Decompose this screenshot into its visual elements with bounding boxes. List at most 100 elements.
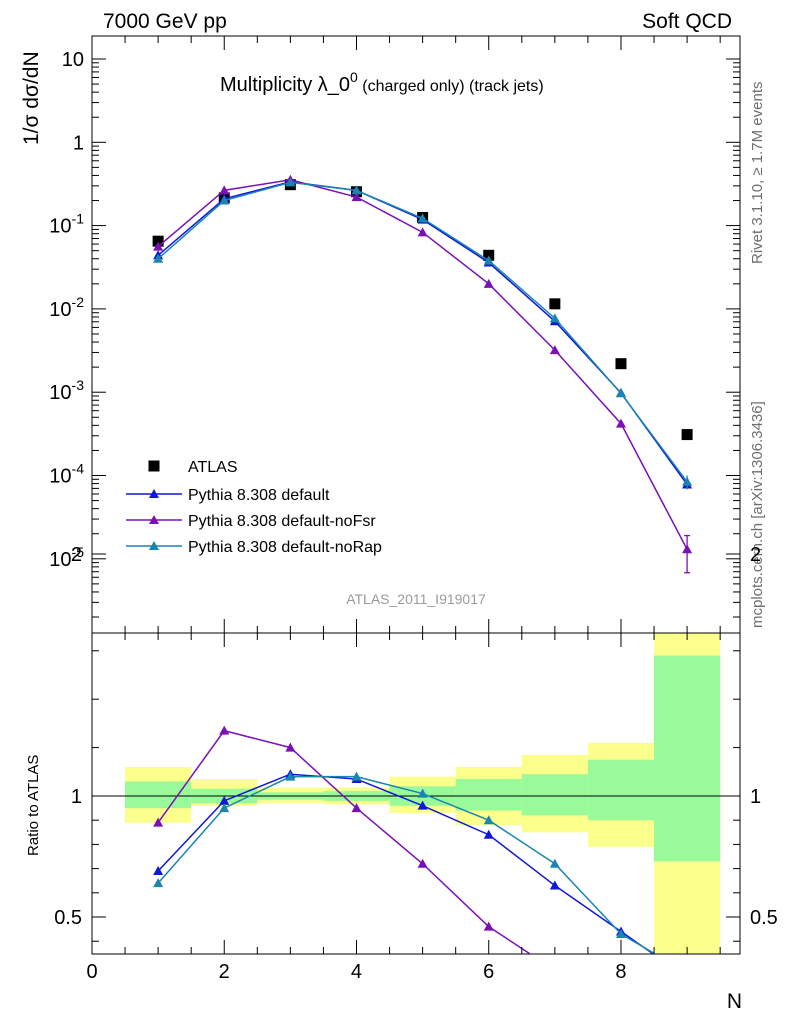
legend-marker-pythia-8-308-default [149,489,159,498]
y-tick-label: 10-4 [49,461,84,488]
pythia-8-308-default-norap-ratio-point [219,803,230,813]
inner-band [521,774,588,816]
inner-band [587,759,655,821]
legend-label-atlas: ATLAS [188,459,238,476]
legend: ATLAS Pythia 8.308 default Pythia 8.308 de… [126,459,382,556]
pythia-8-308-default-nofsr-point [219,185,230,195]
ratio-y-tick-label-right: 2 [750,544,761,566]
atlas-point [615,358,627,370]
ratio-y-tick-label: 2 [71,544,82,566]
pythia-8-308-default-norap-point [615,388,626,398]
pythia-8-308-default-nofsr-point [351,192,362,202]
y-tick-label-base: 10 [49,382,71,404]
pythia-8-308-default-norap-point [351,185,362,195]
pythia-8-308-default-nofsr-point [549,345,560,355]
inner-band [125,781,192,809]
pythia-8-308-default-norap-point [417,213,428,223]
y-tick-label: 10-5 [49,544,84,571]
y-tick-label-exponent: -2 [72,294,85,310]
atlas-point [681,429,693,441]
pythia-8-308-default-nofsr-point [483,278,494,288]
pythia-8-308-default-norap-ratio-point [483,815,494,825]
atlas-point [152,235,164,247]
x-tick-label: 8 [615,961,626,983]
y-tick-label: 10 [62,49,84,71]
ratio-plot-frame [91,632,741,955]
analysis-watermark: ATLAS_2011_I919017 [346,591,486,607]
inner-band [654,655,721,862]
atlas-point [549,298,561,310]
main-plot-title: Multiplicity λ_00 (charged only) (track … [220,69,544,96]
title-main-text: Multiplicity λ_0 [220,74,350,96]
pythia-8-308-default-norap-ratio-point [351,771,362,781]
rivet-version-label: Rivet 3.1.10, ≥ 1.7M events [749,82,766,265]
pythia-8-308-default-ratio-point [549,880,560,890]
pythia-8-308-default-ratio-point [219,795,230,805]
pythia-8-308-default-norap-ratio-point [417,788,428,798]
main-y-axis-title: 1/σ dσ/dN [20,51,43,145]
title-superscript: 0 [350,69,358,85]
ratio-y-tick-label-right: 0.5 [750,907,778,929]
pythia-8-308-default-nofsr-point [153,241,164,251]
header-left: 7000 GeV pp [103,10,227,33]
x-tick-label: 2 [219,961,230,983]
y-tick-label-base: 10 [49,466,71,488]
legend-label-pythia-8-308-default-norap: Pythia 8.308 default-noRap [188,539,382,556]
y-tick-label: 1 [73,132,84,154]
inner-band [455,779,522,811]
x-axis-title: N [727,990,742,1013]
legend-label-pythia-8-308-default-nofsr: Pythia 8.308 default-noFsr [188,513,376,530]
x-tick-label: 4 [351,961,362,983]
ratio-series-layer [153,725,657,954]
y-tick-label: 10-3 [49,377,84,404]
pythia-8-308-default-nofsr-ratio-point [153,817,164,827]
ratio-axis-ticks: 0.5 0.5 1 1 2 2 0 2 4 6 8 [54,544,778,983]
pythia-8-308-default-norap-ratio-point [549,858,560,868]
header-right: Soft QCD [642,10,732,33]
pythia-8-308-default-nofsr-ratio-point [219,725,230,735]
y-tick-label-exponent: -1 [72,211,85,227]
pythia-8-308-default-norap-ratio-point [285,771,296,781]
pythia-8-308-default-nofsr-point [417,227,428,237]
ratio-y-tick-label: 1 [71,786,82,808]
pythia-8-308-default-norap-point [483,255,494,265]
atlas-point [483,249,495,261]
pythia-8-308-default-norap-point [285,177,296,187]
pythia-8-308-default-norap-ratio-point [153,878,164,888]
main-series-layer [152,174,693,574]
legend-marker-pythia-8-308-default-nofsr [149,515,159,524]
pythia-8-308-default-norap-point [153,253,164,263]
pythia-8-308-default-nofsr-point [615,418,626,428]
x-tick-label: 6 [483,961,494,983]
y-tick-label-exponent: -4 [72,461,85,477]
y-tick-label: 10-2 [49,294,84,321]
ratio-y-tick-label-right: 1 [750,786,761,808]
source-label: mcplots.cern.ch [arXiv:1306.3436] [749,401,766,628]
pythia-8-308-default-ratio-point [417,800,428,810]
y-tick-label-exponent: -5 [72,544,85,560]
pythia-8-308-default-nofsr-ratio-point [483,921,494,931]
pythia-8-308-default-nofsr-ratio-point [285,742,296,752]
y-tick-label-exponent: -3 [72,377,85,393]
ratio-series-group [153,725,657,954]
title-qualifier: (charged only) (track jets) [358,78,544,95]
legend-label-pythia-8-308-default: Pythia 8.308 default [188,487,330,504]
pythia-8-308-default-nofsr-ratio-point [417,858,428,868]
pythia-8-308-default-norap-point [219,195,230,205]
y-tick-label-base: 10 [49,299,71,321]
x-tick-label: 0 [86,961,97,983]
pythia-8-308-default-norap-point [549,313,560,323]
ratio-y-axis-title: Ratio to ATLAS [25,755,42,856]
legend-marker-atlas [148,460,160,472]
pythia-8-308-default-ratio-point [153,866,164,876]
legend-marker-pythia-8-308-default-norap [149,541,159,550]
pythia-8-308-default-norap-ratio-point [615,928,626,938]
pythia-8-308-default-ratio-point [483,829,494,839]
pythia-8-308-default-line [157,181,688,485]
y-tick-label-base: 10 [49,216,71,238]
y-tick-label-base: 10 [49,549,71,571]
pythia-8-308-default-norap-line [157,181,688,483]
ratio-uncertainty-bands [91,632,741,955]
